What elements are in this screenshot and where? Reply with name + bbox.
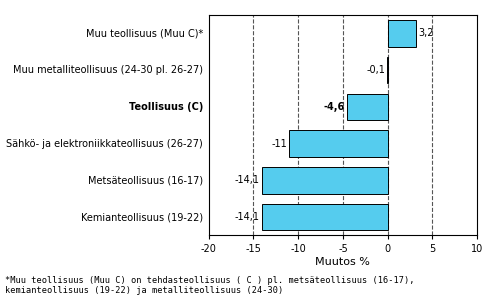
Bar [261,167,388,193]
Text: Muu teollisuus (Muu C)*: Muu teollisuus (Muu C)* [86,28,203,38]
Text: Metsäteollisuus (16-17): Metsäteollisuus (16-17) [88,175,203,185]
Text: Kemianteollisuus (19-22): Kemianteollisuus (19-22) [81,212,203,222]
Bar [346,94,388,120]
Text: -0,1: -0,1 [366,65,385,75]
Text: -14,1: -14,1 [235,175,260,185]
Text: -11: -11 [272,139,287,148]
Text: -14,1: -14,1 [235,212,260,222]
Text: *Muu teollisuus (Muu C) on tehdasteollisuus ( C ) pl. metsäteollisuus (16-17),
k: *Muu teollisuus (Muu C) on tehdasteollis… [5,276,414,295]
Bar [387,57,388,83]
X-axis label: Muutos %: Muutos % [316,257,370,267]
Text: Sähkö- ja elektroniikkateollisuus (26-27): Sähkö- ja elektroniikkateollisuus (26-27… [6,139,203,148]
Text: -4,6: -4,6 [324,102,345,112]
Bar [289,130,388,157]
Text: Teollisuus (C): Teollisuus (C) [129,102,203,112]
Bar [388,20,416,46]
Text: Muu metalliteollisuus (24-30 pl. 26-27): Muu metalliteollisuus (24-30 pl. 26-27) [13,65,203,75]
Text: 3,2: 3,2 [418,28,433,38]
Bar [261,204,388,230]
